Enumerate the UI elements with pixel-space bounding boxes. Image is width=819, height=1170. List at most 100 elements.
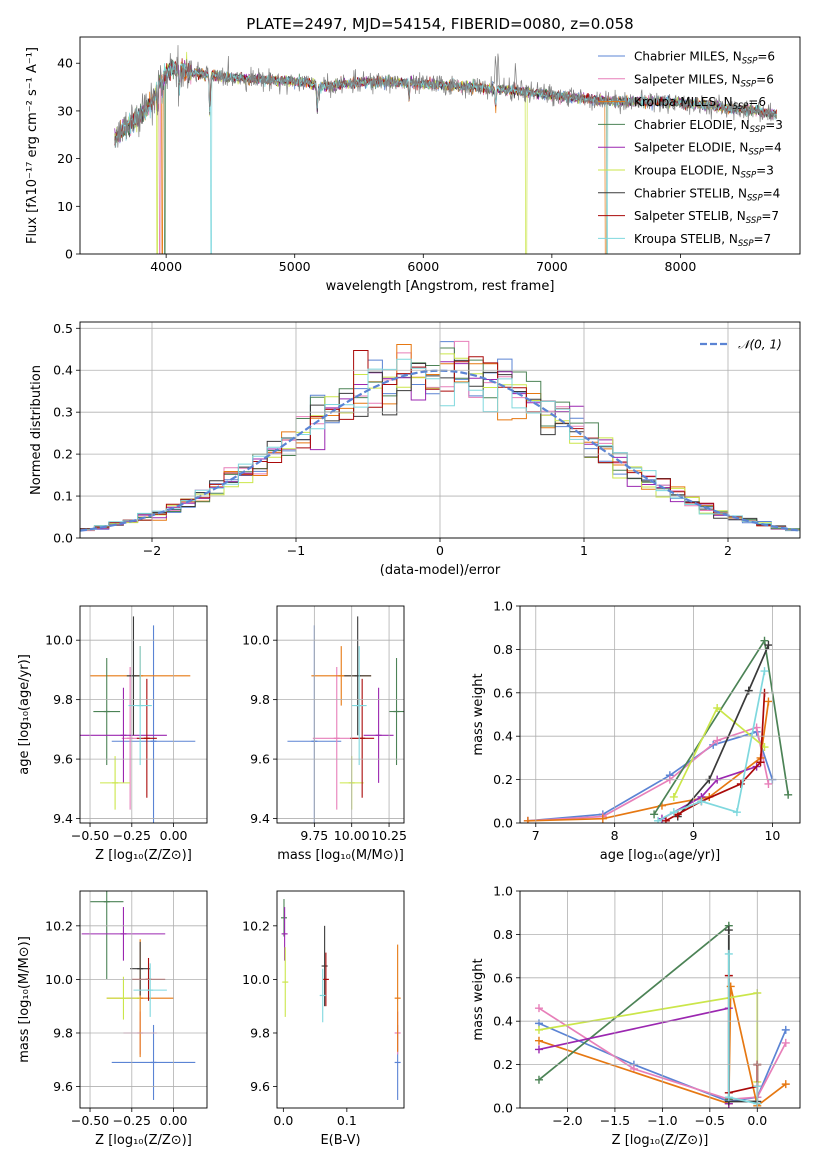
x-tick-label: −2 (143, 543, 161, 558)
marker-chabrier-elodie (784, 790, 793, 799)
axes-age-vs-mass: 9.75 10.00 10.25 9.4 9.6 9.8 10.0 mass [log₁₀(M… (242, 605, 407, 863)
y-tick-label: 0.6 (493, 685, 513, 700)
marker-chabrier-stelib (744, 686, 753, 695)
plot-area (280, 899, 401, 1100)
marker-salpeter-miles (534, 1004, 543, 1013)
x-tick-label: −1.5 (600, 1113, 630, 1128)
y-tick-label: 9.4 (250, 811, 270, 826)
legend-label-salpeter-elodie: Salpeter ELODIE, NSSP=4 (634, 141, 782, 158)
y-tick-label: 0.2 (493, 772, 513, 787)
y-tick-label: 0.4 (53, 363, 73, 378)
y-axis-label: mass weight (471, 958, 486, 1040)
x-tick-label: −0.50 (71, 828, 109, 843)
y-tick-label: 9.6 (53, 1079, 73, 1094)
y-tick-label: 0.5 (53, 321, 73, 336)
marker-kroupa-miles (534, 1036, 543, 1045)
marker-salpeter-stelib (661, 816, 670, 823)
x-tick-label: 2 (724, 543, 732, 558)
axes-frame (79, 321, 801, 539)
y-axis-label: Flux [fλ10⁻¹⁷ erg cm⁻² s⁻¹ A⁻¹] (25, 47, 40, 244)
marker-salpeter-stelib (736, 779, 745, 788)
marker-chabrier-elodie (760, 636, 769, 645)
marker-kroupa-stelib (724, 1093, 733, 1102)
legend-label-kroupa-elodie: Kroupa ELODIE, NSSP=3 (634, 164, 774, 181)
marker-salpeter-miles (781, 1038, 790, 1047)
y-axis-label: Normed distribution (29, 365, 44, 495)
chart-title: PLATE=2497, MJD=54154, FIBERID=0080, z=0… (246, 15, 633, 33)
legend-label-kroupa-miles: Kroupa MILES, NSSP=6 (634, 95, 766, 112)
x-tick-label: 0.1 (337, 1113, 357, 1128)
marker-kroupa-stelib (760, 667, 769, 676)
y-tick-label: 0.4 (493, 729, 513, 744)
legend: Chabrier MILES, NSSP=6 Salpeter MILES, NS… (598, 50, 783, 249)
y-tick-label: 0.6 (493, 970, 513, 985)
x-tick-label: 0.00 (160, 1113, 188, 1128)
y-tick-label: 10.2 (45, 918, 73, 933)
y-tick-label: 9.6 (53, 752, 73, 767)
y-tick-label: 20 (57, 151, 73, 166)
marker-kroupa-stelib (732, 808, 741, 817)
x-tick-label: 0.00 (160, 828, 188, 843)
x-tick-label: 7 (532, 828, 540, 843)
marker-kroupa-elodie (713, 703, 722, 712)
axes-frame (79, 890, 208, 1109)
x-tick-label: 0.0 (273, 1113, 293, 1128)
legend-label-chabrier-stelib: Chabrier STELIB, NSSP=4 (634, 186, 780, 203)
series-kroupa-miles (527, 701, 770, 822)
axes-frame (276, 890, 405, 1109)
marker-kroupa-stelib (654, 816, 663, 823)
x-axis-label: Z [log₁₀(Z/Z⊙)] (95, 1133, 192, 1148)
x-axis-label: E(B-V) (320, 1133, 360, 1148)
x-tick-label: 10.25 (371, 828, 407, 843)
marker-kroupa-stelib (724, 949, 733, 958)
x-tick-label: 10 (764, 828, 780, 843)
marker-kroupa-miles (726, 982, 735, 991)
y-tick-label: 9.8 (53, 1025, 73, 1040)
y-tick-label: 0.0 (53, 531, 73, 546)
y-tick-label: 0 (65, 247, 73, 262)
marker-kroupa-miles (598, 814, 607, 823)
x-tick-label: −0.25 (113, 1113, 151, 1128)
axes-frame (79, 36, 801, 255)
y-tick-label: 10.2 (242, 918, 270, 933)
marker-kroupa-stelib (669, 808, 678, 817)
x-tick-label: 8000 (665, 259, 697, 274)
x-axis-label: (data-model)/error (380, 563, 501, 578)
y-tick-label: 0.0 (493, 816, 513, 831)
plot-area (523, 636, 793, 823)
x-tick-label: 10.00 (334, 828, 370, 843)
y-tick-label: 9.4 (53, 811, 73, 826)
x-axis-label: Z [log₁₀(Z/Z⊙)] (95, 848, 192, 863)
legend-label-kroupa-stelib: Kroupa STELIB, NSSP=7 (634, 232, 771, 249)
y-axis-label: age [log₁₀(age/yr)] (17, 654, 32, 775)
y-tick-label: 0.2 (53, 447, 73, 462)
y-tick-label: 1.0 (493, 884, 513, 899)
x-tick-label: 9.75 (300, 828, 328, 843)
x-tick-label: −0.5 (695, 1113, 725, 1128)
y-axis-label: mass weight (471, 673, 486, 755)
y-tick-label: 10.0 (45, 633, 73, 648)
y-tick-label: 0.1 (53, 489, 73, 504)
axes-frame (519, 890, 801, 1109)
y-tick-label: 9.6 (250, 1079, 270, 1094)
marker-kroupa-elodie (669, 792, 678, 801)
legend-label-salpeter-miles: Salpeter MILES, NSSP=6 (634, 72, 774, 89)
series-chabrier-stelib (727, 930, 759, 1103)
marker-kroupa-miles (764, 697, 773, 706)
legend-label-chabrier-miles: Chabrier MILES, NSSP=6 (634, 50, 775, 67)
y-tick-label: 0.0 (493, 1101, 513, 1116)
y-tick-label: 9.8 (250, 692, 270, 707)
axes-residuals: −2 −1 0 1 2 0.0 0.1 0.2 0.3 0.4 0.5 (data-model)/er… (29, 321, 801, 578)
marker-chabrier-stelib (764, 641, 773, 650)
y-tick-label: 10.0 (242, 972, 270, 987)
axes-massweight-vs-Z: −2.0 −1.5 −1.0 −0.5 0.0 0.0 0.2 0.4 0.6 0.8 1.0 Z [… (471, 884, 801, 1148)
model-line-salpeter-stelib (114, 58, 777, 146)
y-axis-label: mass [log₁₀(M/M⊙)] (17, 936, 32, 1063)
x-tick-label: −2.0 (552, 1113, 582, 1128)
legend-label-chabrier-elodie: Chabrier ELODIE, NSSP=3 (634, 118, 783, 135)
marker-chabrier-miles (781, 1025, 790, 1034)
plot-area (114, 45, 777, 254)
y-tick-label: 10.0 (45, 972, 73, 987)
marker-kroupa-stelib (697, 797, 706, 806)
plot-area (287, 616, 404, 823)
